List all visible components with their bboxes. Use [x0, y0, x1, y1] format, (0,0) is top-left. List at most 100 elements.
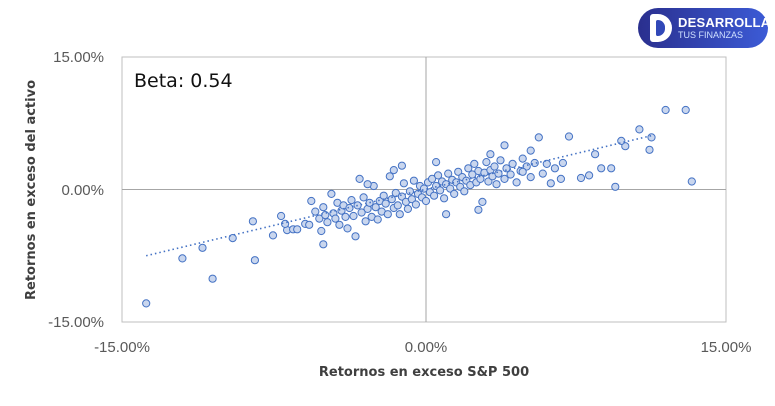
- data-point: [430, 191, 439, 200]
- data-point: [331, 214, 340, 223]
- data-point: [460, 187, 469, 196]
- data-point: [591, 150, 600, 159]
- logo-d-icon: [650, 14, 672, 42]
- data-point: [315, 214, 324, 223]
- data-point: [550, 164, 560, 173]
- data-point: [597, 164, 606, 173]
- data-point: [576, 173, 586, 183]
- data-point: [405, 187, 414, 196]
- data-point: [470, 159, 479, 168]
- data-point: [373, 215, 382, 224]
- data-point: [198, 243, 207, 252]
- data-point: [385, 172, 394, 181]
- data-point: [335, 220, 344, 229]
- y-tick-zero: 0.00%: [61, 182, 104, 199]
- data-point: [178, 254, 187, 263]
- data-point: [446, 184, 455, 193]
- data-point: [317, 226, 326, 236]
- data-point: [464, 164, 473, 173]
- data-point: [454, 167, 463, 176]
- data-point: [403, 204, 412, 213]
- data-point: [381, 199, 390, 208]
- brand-logo: DESARROLLA TUS FINANZAS: [638, 8, 770, 48]
- data-point: [323, 218, 332, 227]
- logo-text: DESARROLLA TUS FINANZAS: [678, 16, 770, 40]
- data-point: [397, 161, 406, 170]
- data-point: [442, 210, 451, 219]
- data-point: [319, 203, 328, 212]
- data-point: [250, 256, 259, 265]
- data-point: [506, 170, 515, 179]
- data-point: [355, 174, 364, 183]
- data-point: [558, 158, 568, 168]
- data-point: [607, 164, 616, 173]
- data-point: [611, 182, 620, 191]
- data-point: [434, 171, 443, 180]
- data-point: [363, 180, 372, 189]
- data-point: [526, 173, 535, 182]
- x-tick-left: -15.00%: [94, 339, 150, 356]
- data-point: [482, 158, 491, 167]
- data-point: [500, 141, 509, 150]
- y-tick-top: 15.00%: [53, 49, 104, 66]
- data-point: [208, 274, 217, 283]
- data-point: [538, 169, 547, 178]
- data-point: [311, 207, 320, 216]
- data-point: [486, 150, 495, 159]
- data-point: [277, 211, 286, 221]
- y-tick-bottom: -15.00%: [48, 314, 104, 331]
- x-axis-title: Retornos en exceso S&P 500: [319, 365, 529, 380]
- data-point: [389, 166, 398, 175]
- data-point: [248, 217, 257, 226]
- data-point: [393, 201, 402, 210]
- data-point: [432, 158, 441, 167]
- data-point: [476, 174, 485, 183]
- data-point: [395, 210, 404, 219]
- data-point: [440, 194, 449, 203]
- data-point: [556, 174, 566, 183]
- data-point: [502, 164, 511, 173]
- data-point: [484, 177, 493, 186]
- data-point: [526, 146, 535, 155]
- data-point: [496, 156, 505, 165]
- data-point: [327, 189, 336, 198]
- data-point: [359, 193, 368, 202]
- data-point: [383, 210, 392, 219]
- data-point: [490, 162, 499, 171]
- data-point: [444, 169, 453, 178]
- logo-line2: TUS FINANZAS: [678, 30, 744, 40]
- beta-annotation: Beta: 0.54: [134, 70, 233, 92]
- data-point: [409, 176, 418, 185]
- data-point: [347, 196, 356, 205]
- data-point: [399, 179, 408, 188]
- data-point: [546, 179, 555, 188]
- y-axis-title: Retornos en exceso del activo: [24, 80, 39, 300]
- data-point: [142, 299, 151, 308]
- data-point: [450, 189, 459, 198]
- data-point: [564, 132, 574, 141]
- data-point: [474, 205, 483, 214]
- data-point: [681, 105, 690, 115]
- data-point: [345, 203, 354, 213]
- data-point: [617, 136, 626, 145]
- logo-line1: DESARROLLA: [678, 15, 771, 30]
- data-point: [518, 167, 527, 176]
- data-point: [428, 174, 437, 183]
- data-point: [268, 231, 278, 240]
- data-point: [542, 159, 551, 168]
- data-point: [379, 191, 388, 200]
- data-point: [387, 195, 396, 204]
- data-point: [411, 200, 420, 209]
- data-point: [371, 203, 380, 212]
- data-point: [343, 224, 352, 233]
- data-point: [478, 197, 487, 206]
- data-point: [534, 133, 543, 142]
- data-point: [436, 186, 445, 195]
- data-point: [508, 159, 517, 168]
- data-point: [621, 142, 630, 151]
- data-point: [307, 196, 316, 206]
- data-point: [351, 232, 360, 241]
- data-point: [319, 240, 328, 249]
- trendline: [145, 134, 652, 257]
- data-point: [687, 177, 696, 186]
